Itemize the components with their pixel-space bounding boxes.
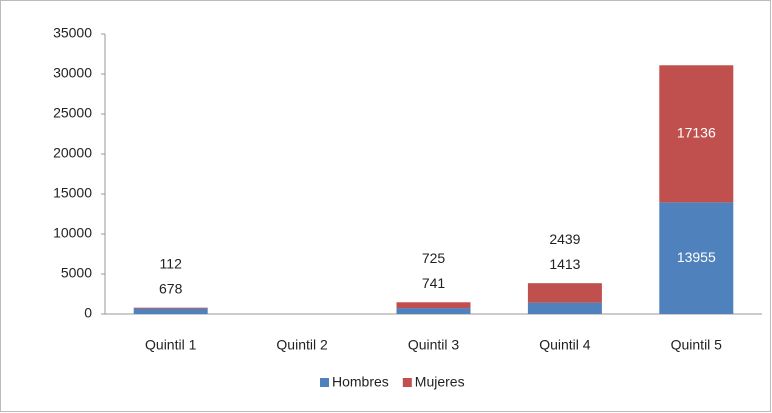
data-label: 678 xyxy=(159,280,183,296)
x-tick-label: Quintil 5 xyxy=(671,337,723,353)
legend-label: Mujeres xyxy=(415,374,465,390)
data-label: 1413 xyxy=(549,256,580,272)
bar-segment xyxy=(659,202,734,314)
bar-segment xyxy=(659,65,734,203)
y-tick-label: 0 xyxy=(84,305,92,321)
data-label: 13955 xyxy=(677,249,716,265)
bar-segment xyxy=(527,283,602,303)
y-tick-label: 30000 xyxy=(53,65,92,81)
y-tick-label: 35000 xyxy=(53,25,92,41)
x-tick-label: Quintil 3 xyxy=(408,337,460,353)
x-tick-label: Quintil 4 xyxy=(539,337,591,353)
legend-label: Hombres xyxy=(332,374,389,390)
y-tick-label: 5000 xyxy=(61,265,92,281)
y-tick-label: 20000 xyxy=(53,145,92,161)
bar-segment xyxy=(133,308,208,314)
bar-segment xyxy=(396,302,471,309)
x-tick-label: Quintil 2 xyxy=(276,337,328,353)
data-label: 741 xyxy=(422,275,446,291)
bar-segment xyxy=(527,302,602,314)
y-tick-label: 25000 xyxy=(53,105,92,121)
data-label: 112 xyxy=(160,255,183,271)
legend-swatch xyxy=(320,378,329,387)
legend-swatch xyxy=(402,378,412,387)
bar-segment xyxy=(396,308,471,314)
data-label: 17136 xyxy=(677,125,716,141)
data-label: 2439 xyxy=(549,231,580,247)
x-tick-label: Quintil 1 xyxy=(145,337,197,353)
y-tick-label: 15000 xyxy=(53,185,92,201)
y-tick-label: 10000 xyxy=(53,225,92,241)
data-label: 725 xyxy=(422,250,446,266)
bar-segment xyxy=(133,307,208,309)
